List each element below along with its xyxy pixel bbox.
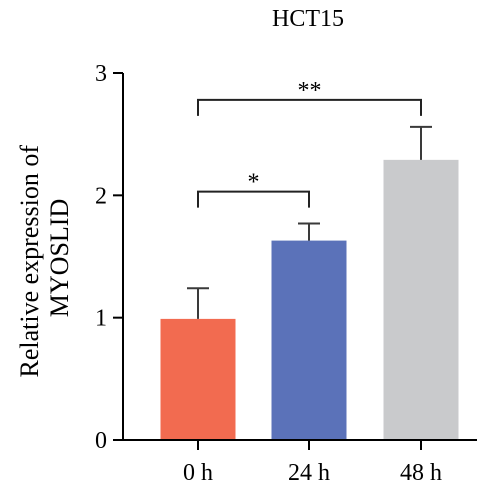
bar-0 (160, 318, 236, 440)
y-axis-label-line-1: Relative expression of (15, 145, 44, 378)
bar-2 (383, 159, 459, 440)
x-tick-label-1: 24 h (288, 460, 330, 486)
y-axis-label: Relative expression of MYOSLID (15, 139, 74, 378)
significance-bracket-1 (197, 98, 422, 116)
x-tick-label-0: 0 h (183, 460, 213, 486)
y-tick-label-2: 2 (95, 183, 107, 209)
error-bars (187, 125, 432, 319)
significance-bracket-0 (197, 190, 310, 208)
error-bar-2 (410, 125, 432, 160)
x-axis: 0 h 24 h 48 h (123, 439, 477, 486)
error-bar-0 (187, 287, 209, 319)
y-tick-label-1: 1 (95, 306, 107, 332)
bar-1 (271, 240, 347, 440)
y-axis-label-line-2: MYOSLID (45, 199, 74, 317)
bars (160, 159, 459, 440)
chart-title: HCT15 (272, 6, 344, 32)
significance-brackets: *** (197, 78, 422, 208)
y-axis: 0 1 2 3 (95, 61, 124, 454)
significance-label-1: ** (298, 78, 322, 104)
error-bar-1 (298, 222, 320, 241)
y-tick-label-0: 0 (95, 428, 107, 454)
y-tick-label-3: 3 (95, 61, 107, 87)
significance-label-0: * (248, 170, 260, 196)
x-tick-label-2: 48 h (400, 460, 442, 486)
